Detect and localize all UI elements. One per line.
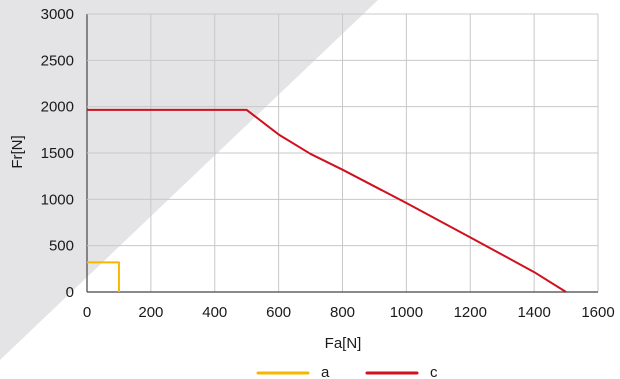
- y-tick-label: 2500: [41, 52, 74, 69]
- y-tick-label: 1000: [41, 191, 74, 208]
- y-tick-label: 1500: [41, 145, 74, 162]
- y-tick-label: 500: [49, 238, 74, 255]
- x-tick-label: 200: [138, 304, 163, 321]
- legend-label-a: a: [321, 364, 330, 379]
- series-line-a: [87, 261, 120, 292]
- series-lines: [87, 108, 567, 293]
- y-axis-label: Fr[N]: [9, 135, 26, 168]
- x-tick-label: 0: [83, 304, 91, 321]
- y-tick-labels: 0 500 1000 1500 2000 2500 3000: [41, 6, 74, 301]
- x-tick-label: 1200: [454, 304, 487, 321]
- y-tick-label: 0: [66, 284, 74, 301]
- grid: [86, 13, 599, 293]
- x-tick-label: 400: [202, 304, 227, 321]
- x-tick-label: 1600: [581, 304, 614, 321]
- x-tick-label: 800: [330, 304, 355, 321]
- x-tick-label: 600: [266, 304, 291, 321]
- x-axis-label: Fa[N]: [325, 335, 362, 352]
- series-line-c: [87, 108, 567, 293]
- x-tick-label: 1400: [517, 304, 550, 321]
- x-tick-label: 1000: [390, 304, 423, 321]
- y-tick-label: 2000: [41, 99, 74, 116]
- watermark-shape: [0, 0, 378, 360]
- y-tick-label: 3000: [41, 6, 74, 23]
- x-tick-labels: 0 200 400 600 800 1000 1200 1400 1600: [83, 304, 615, 321]
- legend-label-c: c: [430, 364, 438, 379]
